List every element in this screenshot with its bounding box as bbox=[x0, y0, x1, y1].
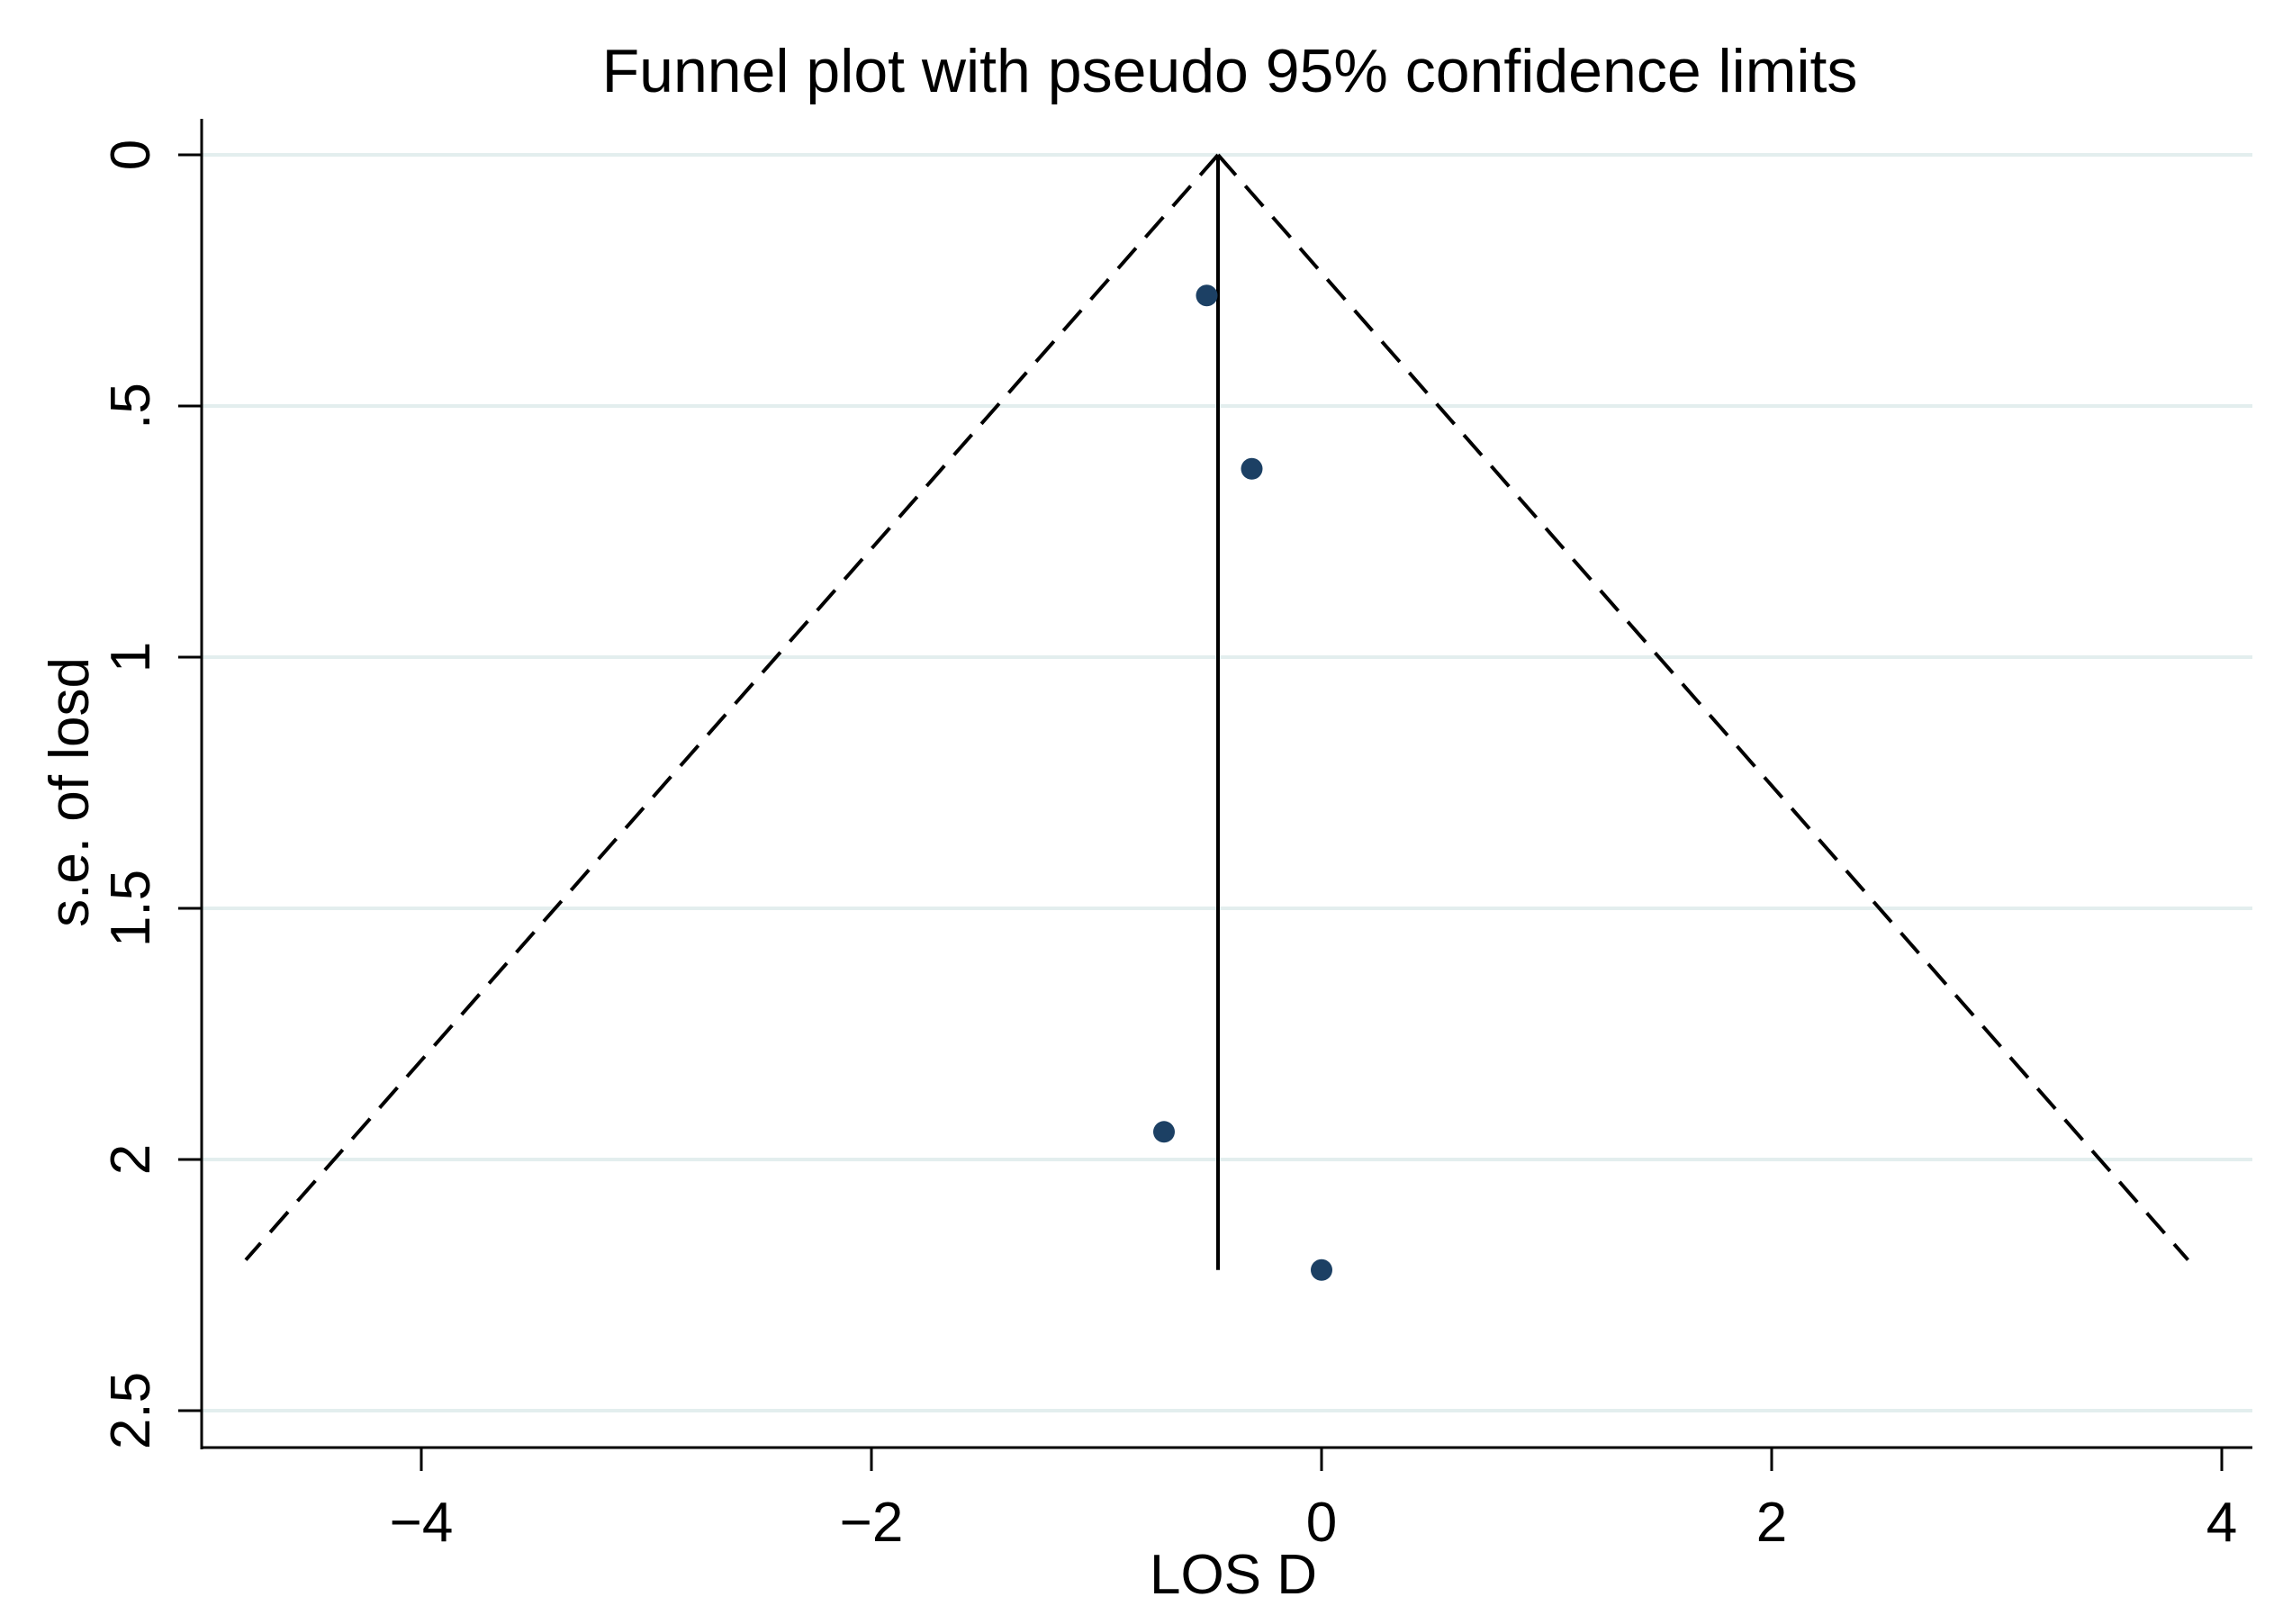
data-point-3 bbox=[1311, 1259, 1332, 1281]
data-point-2 bbox=[1153, 1121, 1175, 1143]
y-tick-label-3: 1.5 bbox=[100, 870, 162, 947]
lower-confidence-limit bbox=[244, 153, 1220, 1261]
y-tick-label-4: 2 bbox=[100, 1144, 162, 1175]
x-tick-label-2: 0 bbox=[1306, 1492, 1337, 1554]
x-tick-label-1: −2 bbox=[840, 1492, 904, 1554]
data-points bbox=[1153, 284, 1332, 1281]
data-point-0 bbox=[1196, 284, 1218, 307]
y-tick-label-0: 0 bbox=[100, 140, 162, 170]
y-tick-label-1: .5 bbox=[100, 383, 162, 429]
chart-title: Funnel plot with pseudo 95% confidence l… bbox=[602, 37, 1858, 105]
x-tick-label-0: −4 bbox=[390, 1492, 454, 1554]
grid-lines bbox=[202, 153, 2252, 1412]
x-axis-title: LOS D bbox=[1150, 1544, 1317, 1606]
data-point-1 bbox=[1241, 457, 1263, 480]
x-tick-label-3: 2 bbox=[1756, 1492, 1787, 1554]
x-tick-label-4: 4 bbox=[2206, 1492, 2237, 1554]
axes: 0 .5 1 1.5 2 2.5 −4 −2 0 2 4 bbox=[100, 119, 2252, 1554]
confidence-limits bbox=[244, 153, 2190, 1270]
y-tick-label-2: 1 bbox=[100, 642, 162, 672]
upper-confidence-limit bbox=[1216, 153, 2190, 1261]
y-tick-label-5: 2.5 bbox=[100, 1372, 162, 1449]
y-axis-title: s.e. of losd bbox=[39, 657, 101, 927]
